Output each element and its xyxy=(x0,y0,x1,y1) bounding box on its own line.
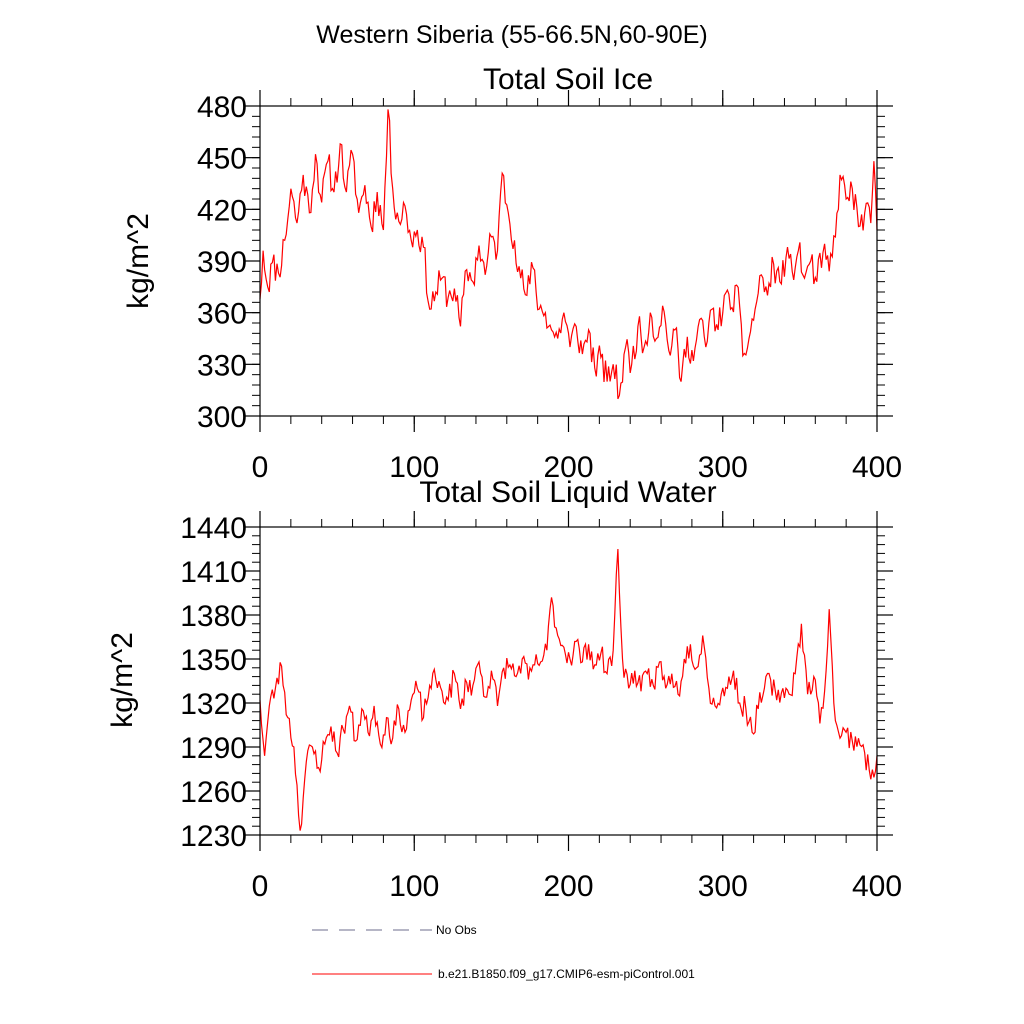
soil-ice-y-tick-label: 450 xyxy=(197,143,247,176)
soil-liquid-y-tick-label: 1320 xyxy=(180,688,247,721)
soil-liquid-x-tick-label: 300 xyxy=(698,870,748,903)
soil-ice-tick-labels: 0 100 200 300 400 300 330 360 390 420 450 480 xyxy=(197,91,902,484)
legend-obs-label: No Obs xyxy=(436,923,477,937)
soil-liquid-y-tick-label: 1230 xyxy=(180,820,247,853)
soil-liquid-tick-labels: 0 100 200 300 400 1230 1260 1290 1320 1350 1380 141… xyxy=(180,512,902,903)
legend-model-label: b.e21.B1850.f09_g17.CMIP6-esm-piControl.… xyxy=(438,967,695,981)
soil-ice-plot-frame xyxy=(259,105,878,417)
soil-ice-x-tick-label: 200 xyxy=(543,451,593,484)
figure-title: Western Siberia (55-66.5N,60-90E) xyxy=(316,21,707,49)
soil-liquid-x-tick-label: 200 xyxy=(543,870,593,903)
soil-liquid-y-tick-label: 1380 xyxy=(180,600,247,633)
soil-liquid-y-tick-label: 1410 xyxy=(180,556,247,589)
soil-liquid-y-tick-label: 1350 xyxy=(180,644,247,677)
soil-liquid-x-tick-label: 0 xyxy=(252,870,269,903)
soil-ice-y-tick-label: 480 xyxy=(197,91,247,124)
soil-ice-y-tick-label: 300 xyxy=(197,401,247,434)
soil-ice-x-tick-label: 400 xyxy=(852,451,902,484)
soil-liquid-ticks xyxy=(244,511,893,851)
soil-ice-x-tick-label: 300 xyxy=(698,451,748,484)
soil-ice-panel: Total Soil Ice kg/m^2 0 100 200 300 40030033… xyxy=(122,63,902,484)
soil-ice-ylabel: kg/m^2 xyxy=(122,213,155,309)
soil-ice-ticks xyxy=(244,90,893,432)
soil-ice-y-tick-label: 330 xyxy=(197,349,247,382)
soil-liquid-y-tick-label: 1260 xyxy=(180,776,247,809)
soil-liquid-x-tick-label: 100 xyxy=(389,870,439,903)
soil-liquid-plot-frame xyxy=(259,526,878,836)
soil-ice-y-tick-label: 360 xyxy=(197,298,247,331)
soil-ice-x-tick-label: 0 xyxy=(252,451,269,484)
soil-liquid-series-line xyxy=(259,548,878,831)
soil-liquid-x-tick-label: 400 xyxy=(852,870,902,903)
soil-liquid-ylabel: kg/m^2 xyxy=(106,632,139,728)
soil-liquid-panel: Total Soil Liquid Water kg/m^2 0 100 200 30… xyxy=(106,476,902,903)
soil-ice-series-line xyxy=(259,109,878,400)
soil-ice-y-tick-label: 420 xyxy=(197,194,247,227)
soil-ice-x-tick-label: 100 xyxy=(389,451,439,484)
soil-liquid-y-tick-label: 1290 xyxy=(180,732,247,765)
soil-liquid-title: Total Soil Liquid Water xyxy=(419,476,716,509)
soil-ice-y-tick-label: 390 xyxy=(197,246,247,279)
soil-liquid-y-tick-label: 1440 xyxy=(180,512,247,545)
legend: No Obs b.e21.B1850.f09_g17.CMIP6-esm-piC… xyxy=(312,923,695,981)
